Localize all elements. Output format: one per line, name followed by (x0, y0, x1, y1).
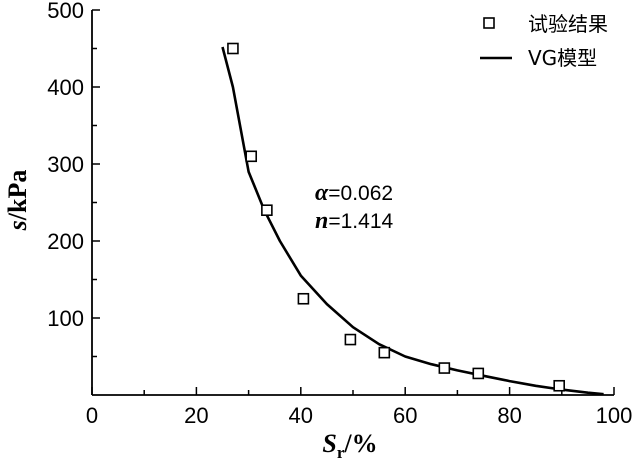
x-tick-label: 40 (289, 403, 313, 428)
vg-model-line (221, 46, 604, 396)
data-point (472, 367, 485, 380)
legend-label-test-results: 试验结果 (528, 12, 608, 36)
data-point (261, 204, 273, 216)
annotation-n: n=1.414 (315, 208, 393, 234)
y-tick-label: 400 (47, 75, 84, 100)
x-tick-label: 80 (497, 403, 521, 428)
y-axis-title: s/kPa (3, 170, 32, 232)
x-tick-label: 20 (184, 403, 208, 428)
x-tick-label: 100 (596, 403, 633, 428)
annotation-alpha: α=0.062 (315, 180, 393, 206)
x-axis-title: Sr/% (322, 429, 377, 461)
data-point (297, 292, 310, 305)
y-tick-label: 200 (47, 229, 84, 254)
data-point (553, 379, 565, 392)
vg-model-curve-layer (221, 46, 604, 396)
data-point (378, 346, 391, 359)
data-point (438, 362, 451, 374)
data-point (245, 150, 258, 163)
legend-marker-square (483, 17, 495, 29)
legend: 试验结果 VG模型 (480, 12, 608, 70)
x-tick-label: 60 (393, 403, 417, 428)
axes: 0 20 40 60 80 100 100 200 300 400 500 (47, 0, 632, 428)
parameter-annotation: α=0.062 n=1.414 (315, 180, 393, 234)
legend-label-vg-model: VG模型 (528, 46, 597, 70)
y-tick-label: 100 (47, 306, 84, 331)
data-point (344, 333, 357, 346)
y-tick-label: 500 (47, 0, 84, 23)
x-tick-label: 0 (86, 403, 98, 428)
test-results-points-layer (227, 42, 565, 392)
y-tick-label: 300 (47, 152, 84, 177)
data-point (227, 42, 239, 55)
